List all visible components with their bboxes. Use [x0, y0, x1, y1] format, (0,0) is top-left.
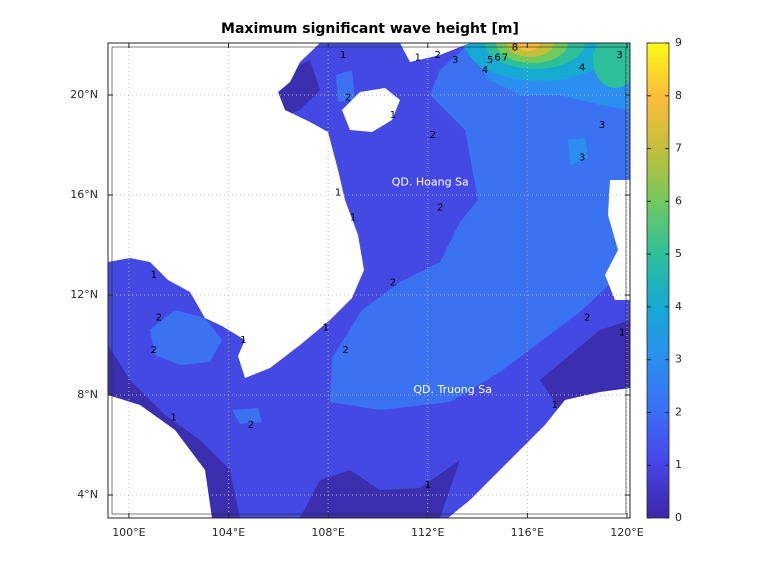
contour-label: 2	[342, 345, 348, 356]
contour-label: 4	[579, 63, 585, 74]
land	[400, 43, 470, 62]
land	[605, 180, 630, 300]
y-tick-label: 20°N	[70, 88, 98, 101]
contour-label: 1	[390, 110, 396, 121]
colorbar-tick-label: 5	[675, 247, 682, 260]
colorbar-tick-label: 3	[675, 353, 682, 366]
x-tick-label: 116°E	[511, 526, 544, 539]
map-area	[108, 43, 630, 518]
contour-label: 2	[584, 313, 590, 324]
contour-label: 8	[512, 43, 518, 54]
sea-peak	[593, 43, 630, 88]
contour-label: 2	[156, 313, 162, 324]
contour-label: 2	[345, 93, 351, 104]
x-tick-label: 112°E	[411, 526, 444, 539]
contour-label: 3	[579, 153, 585, 164]
land	[108, 43, 364, 378]
contour-label: 5	[487, 55, 493, 66]
colorbar-tick-label: 1	[675, 458, 682, 471]
colorbar-tick-label: 9	[675, 36, 682, 49]
sea-low	[540, 320, 630, 410]
y-tick-label: 12°N	[70, 288, 98, 301]
land	[342, 88, 400, 132]
sea-high	[336, 70, 355, 102]
annotation: QD. Truong Sa	[413, 383, 492, 396]
y-tick-label: 16°N	[70, 188, 98, 201]
sea-high	[232, 408, 262, 424]
map-frame-inner	[111, 46, 627, 515]
contour-label: 2	[430, 130, 436, 141]
map-frame	[107, 42, 631, 519]
contour-label: 1	[240, 335, 246, 346]
contour-label: 4	[482, 65, 488, 76]
sea-high	[330, 43, 630, 410]
x-tick-label: 108°E	[311, 526, 344, 539]
y-tick-label: 4°N	[77, 488, 98, 501]
contour-label: 6	[494, 53, 500, 64]
land	[448, 388, 630, 518]
colorbar-tick-label: 7	[675, 142, 682, 155]
x-tick-label: 104°E	[212, 526, 245, 539]
contour-label: 3	[616, 50, 622, 61]
contour-label: 3	[599, 120, 605, 131]
contour-label: 1	[619, 328, 625, 339]
x-tick-label: 120°E	[610, 526, 643, 539]
colorbar-tick-label: 0	[675, 511, 682, 524]
contour-label: 1	[415, 53, 421, 64]
sea-high	[150, 310, 222, 365]
contour-label: 1	[340, 50, 346, 61]
contour-label: 1	[552, 400, 558, 411]
contour-label: 1	[335, 188, 341, 199]
annotation: QD. Hoang Sa	[392, 176, 469, 189]
colorbar-tick-label: 4	[675, 300, 682, 313]
sea-higher	[568, 138, 588, 165]
colorbar	[646, 42, 670, 519]
contour-label: 2	[390, 278, 396, 289]
y-tick-label: 8°N	[77, 388, 98, 401]
chart-title: Maximum significant wave height [m]	[221, 21, 519, 37]
colorbar-tick-label: 8	[675, 89, 682, 102]
contour-label: 3	[452, 55, 458, 66]
x-tick-label: 100°E	[112, 526, 145, 539]
contour-label: 1	[322, 323, 328, 334]
contour-label: 2	[437, 203, 443, 214]
contour-label: 1	[171, 413, 177, 424]
contour-label: 1	[350, 213, 356, 224]
contour-label: 2	[435, 50, 441, 61]
contour-label: 2	[151, 345, 157, 356]
contour-label: 1	[425, 480, 431, 491]
contour-label: 2	[248, 420, 254, 431]
sea-low	[300, 460, 460, 518]
land	[108, 395, 212, 518]
contour-label: 1	[151, 270, 157, 281]
colorbar-tick-label: 2	[675, 405, 682, 418]
contour-label: 7	[502, 53, 508, 64]
colorbar-tick-label: 6	[675, 194, 682, 207]
